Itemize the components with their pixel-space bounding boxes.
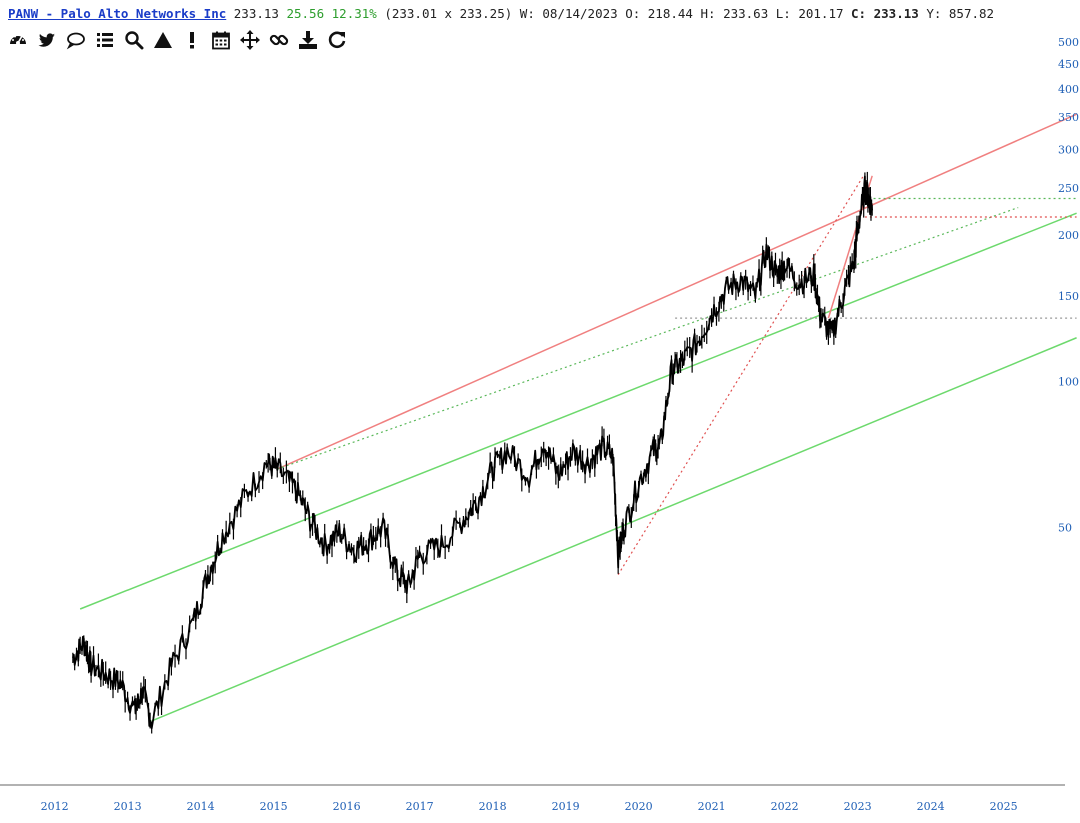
price-change-pct: 12.31% xyxy=(331,6,377,21)
y-axis: 500 450 400 350 300 250 200 150 100 50 xyxy=(1058,36,1079,535)
close-value: 233.13 xyxy=(873,6,919,21)
search-icon[interactable] xyxy=(122,29,145,52)
y-tick-label: 100 xyxy=(1058,375,1079,388)
chart-toolbar xyxy=(6,28,348,52)
trendline-dotted-red xyxy=(617,175,864,576)
low-value: 201.17 xyxy=(798,6,844,21)
open-label: O: xyxy=(625,6,641,21)
calendar-icon[interactable] xyxy=(209,29,232,52)
trendline-support xyxy=(79,212,1077,610)
move-icon[interactable] xyxy=(238,29,261,52)
trendline-resistance xyxy=(276,113,1077,470)
y-tick-label: 200 xyxy=(1058,229,1079,242)
x-tick-label: 2016 xyxy=(333,800,361,813)
comment-icon[interactable] xyxy=(64,29,87,52)
bid-ask: (233.01 x 233.25) xyxy=(384,6,513,21)
x-tick-label: 2024 xyxy=(917,800,945,813)
x-tick-label: 2013 xyxy=(114,800,142,813)
link-icon[interactable] xyxy=(267,29,290,52)
trendline-dotted-green xyxy=(277,206,1019,470)
x-tick-label: 2012 xyxy=(41,800,69,813)
x-tick-label: 2017 xyxy=(406,800,434,813)
year-label: Y: xyxy=(926,6,942,21)
x-tick-label: 2025 xyxy=(990,800,1018,813)
quote-header: PANW - Palo Alto Networks Inc 233.13 25.… xyxy=(8,6,994,21)
y-tick-label: 500 xyxy=(1058,36,1079,49)
triangle-icon[interactable] xyxy=(151,29,174,52)
y-tick-label: 350 xyxy=(1058,111,1079,124)
x-tick-label: 2014 xyxy=(187,800,215,813)
x-tick-label: 2022 xyxy=(771,800,799,813)
twitter-icon[interactable] xyxy=(35,29,58,52)
open-value: 218.44 xyxy=(647,6,693,21)
y-tick-label: 300 xyxy=(1058,144,1079,157)
last-price: 233.13 xyxy=(233,6,279,21)
high-label: H: xyxy=(700,6,716,21)
quote-date: 08/14/2023 xyxy=(542,6,618,21)
x-axis: 2012 2013 2014 2015 2016 2017 2018 2019 2020 2021… xyxy=(41,800,1018,813)
y-tick-label: 400 xyxy=(1058,83,1079,96)
y-tick-label: 150 xyxy=(1058,290,1079,303)
close-label: C: xyxy=(851,6,867,21)
trendline-support xyxy=(151,337,1077,722)
y-tick-label: 50 xyxy=(1058,522,1072,535)
price-change: 25.56 xyxy=(286,6,325,21)
trendlines xyxy=(79,113,1077,722)
x-tick-label: 2023 xyxy=(844,800,872,813)
refresh-icon[interactable] xyxy=(325,29,348,52)
x-tick-label: 2019 xyxy=(552,800,580,813)
x-tick-label: 2018 xyxy=(479,800,507,813)
x-tick-label: 2020 xyxy=(625,800,653,813)
dashboard-icon[interactable] xyxy=(6,29,29,52)
high-value: 233.63 xyxy=(723,6,769,21)
price-series xyxy=(72,171,874,734)
download-icon[interactable] xyxy=(296,29,319,52)
week-label: W: xyxy=(519,6,535,21)
x-tick-label: 2015 xyxy=(260,800,288,813)
x-tick-label: 2021 xyxy=(698,800,726,813)
low-label: L: xyxy=(775,6,791,21)
y-tick-label: 250 xyxy=(1058,182,1079,195)
list-icon[interactable] xyxy=(93,29,116,52)
symbol-link[interactable]: PANW - Palo Alto Networks Inc xyxy=(8,6,227,21)
year-value: 857.82 xyxy=(948,6,995,21)
y-tick-label: 450 xyxy=(1058,58,1079,71)
exclamation-icon[interactable] xyxy=(180,29,203,52)
